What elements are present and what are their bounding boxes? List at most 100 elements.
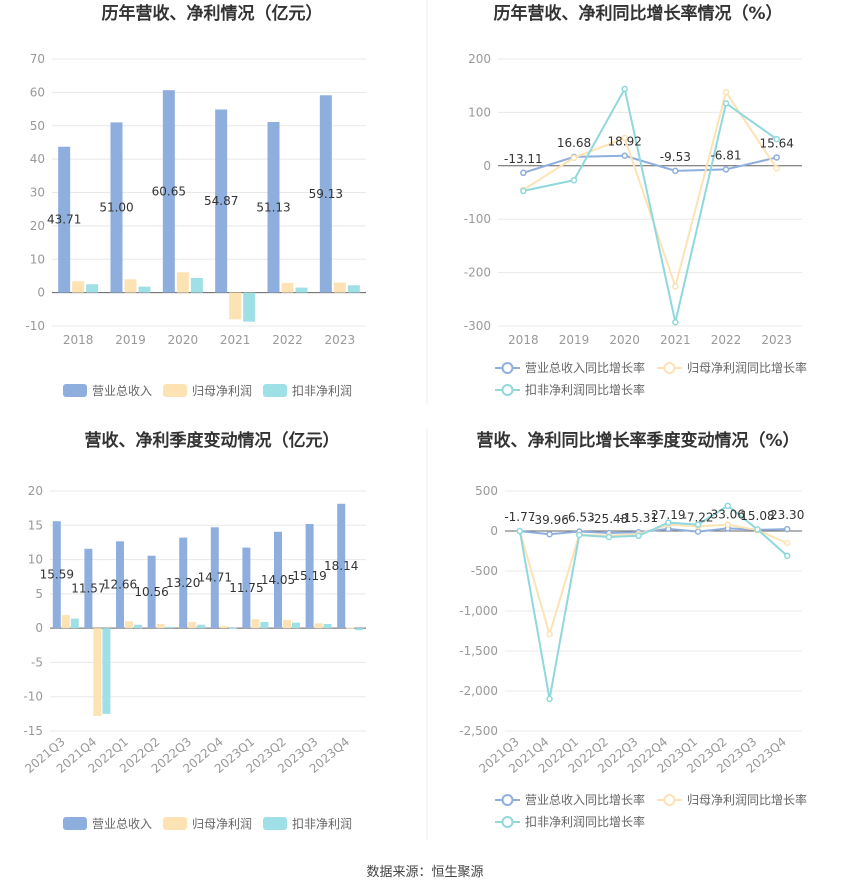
y-tick-label: 200: [468, 52, 491, 66]
data-point: [722, 166, 730, 173]
bar: [52, 521, 61, 629]
annual-amount-chart: 历年营收、净利情况（亿元） -10 0 10 20 30 40 50 60 70 2018 2019 2…: [25, 3, 366, 398]
data-label: 15.08: [740, 509, 774, 523]
data-label: 33.06: [711, 507, 745, 521]
data-label: -6.81: [710, 148, 741, 162]
bar: [229, 292, 242, 320]
y-tick-label: -10: [23, 690, 43, 704]
y-tick-label: 30: [30, 186, 45, 200]
legend-label: 营业总收入: [92, 817, 152, 831]
annual-growth-chart: 历年营收、净利同比增长率情况（%） -300 -200 -100 0 100 200 2018…: [464, 3, 807, 397]
data-point: [570, 176, 578, 184]
bar: [110, 122, 123, 293]
y-tick-label: 0: [483, 159, 491, 173]
x-tick-label: 2023: [761, 333, 792, 347]
bar: [295, 287, 308, 293]
data-point: [783, 525, 791, 533]
bar: [58, 146, 71, 293]
y-tick-label: 60: [30, 85, 45, 99]
y-tick-label: -300: [464, 319, 491, 333]
bar: [93, 628, 102, 716]
data-label: 15.64: [759, 136, 793, 150]
y-tick-label: 15: [28, 518, 43, 532]
series-line: [518, 504, 788, 700]
y-tick-label: 0: [35, 621, 43, 635]
legend-marker: [501, 816, 514, 828]
legend-label: 归母净利润: [192, 384, 252, 398]
data-point: [672, 319, 679, 326]
bar: [242, 547, 251, 629]
y-tick-label: 10: [30, 252, 45, 266]
data-point: [783, 539, 791, 547]
bar: [190, 277, 203, 293]
data-label: 51.00: [99, 201, 133, 215]
legend-label: 归母净利润同比增长率: [687, 792, 807, 807]
x-tick-label: 2021: [220, 333, 251, 347]
data-point: [635, 532, 642, 540]
series-line: [518, 523, 788, 638]
bar: [215, 109, 228, 293]
legend-swatch: [263, 384, 287, 397]
data-point: [546, 530, 553, 538]
bar: [147, 555, 156, 629]
legend-marker: [663, 362, 676, 374]
data-point: [665, 519, 672, 526]
chart-title: 营收、净利同比增长率季度变动情况（%）: [476, 430, 799, 451]
data-label: 43.71: [47, 213, 81, 227]
data-label: -7.22: [683, 511, 714, 525]
y-tick-label: -15: [23, 724, 43, 738]
bar: [86, 284, 99, 293]
bar: [197, 624, 206, 629]
data-point: [773, 135, 780, 143]
data-label: 27.19: [651, 508, 685, 522]
legend-label: 扣非净利润: [292, 384, 352, 398]
x-tick-label: 2019: [115, 333, 146, 347]
data-label: 15.19: [292, 569, 326, 583]
bar: [188, 621, 197, 629]
data-point: [621, 134, 628, 142]
data-label: 10.56: [134, 585, 168, 599]
data-label: 11.57: [71, 581, 105, 595]
legend-marker: [663, 794, 676, 806]
y-tick-label: 20: [30, 219, 45, 233]
y-tick-label: 100: [468, 105, 491, 119]
quarterly-amount-chart: 营收、净利季度变动情况（亿元）-15-10-5051015202021Q3202…: [22, 430, 366, 831]
bar: [267, 121, 280, 293]
y-tick-label: 0: [37, 286, 45, 300]
bar: [165, 626, 174, 629]
y-tick-label: 0: [490, 524, 498, 538]
bar: [355, 628, 364, 631]
data-point: [773, 165, 780, 172]
data-point: [605, 533, 613, 541]
bar: [283, 619, 291, 629]
y-tick-label: 50: [30, 119, 45, 133]
data-point: [520, 187, 527, 195]
y-tick-label: -200: [464, 266, 491, 280]
y-tick-label: -5: [31, 655, 43, 669]
y-tick-label: -100: [464, 212, 491, 226]
data-label: -25.48: [590, 512, 629, 526]
y-tick-label: -500: [471, 564, 498, 578]
bar: [70, 618, 79, 629]
data-point: [520, 169, 527, 177]
x-tick-label: 2023: [325, 333, 356, 347]
x-tick-label: 2020: [168, 333, 199, 347]
legend-swatch: [163, 817, 187, 830]
bar: [292, 622, 300, 629]
data-label: -15.31: [619, 511, 658, 525]
data-point: [694, 528, 702, 535]
data-point: [672, 283, 679, 290]
y-tick-label: 500: [475, 484, 498, 498]
bar: [124, 279, 137, 293]
bar: [260, 621, 269, 629]
x-tick-label: 2018: [508, 333, 539, 347]
y-tick-label: -2,500: [459, 724, 498, 738]
data-point: [516, 527, 524, 535]
data-label: 54.87: [204, 194, 238, 208]
bar: [243, 292, 256, 322]
data-point: [576, 531, 583, 539]
data-label: -13.11: [504, 152, 543, 166]
bar: [314, 623, 323, 629]
y-tick-label: 5: [35, 587, 43, 601]
x-tick-label: 2022: [272, 333, 303, 347]
